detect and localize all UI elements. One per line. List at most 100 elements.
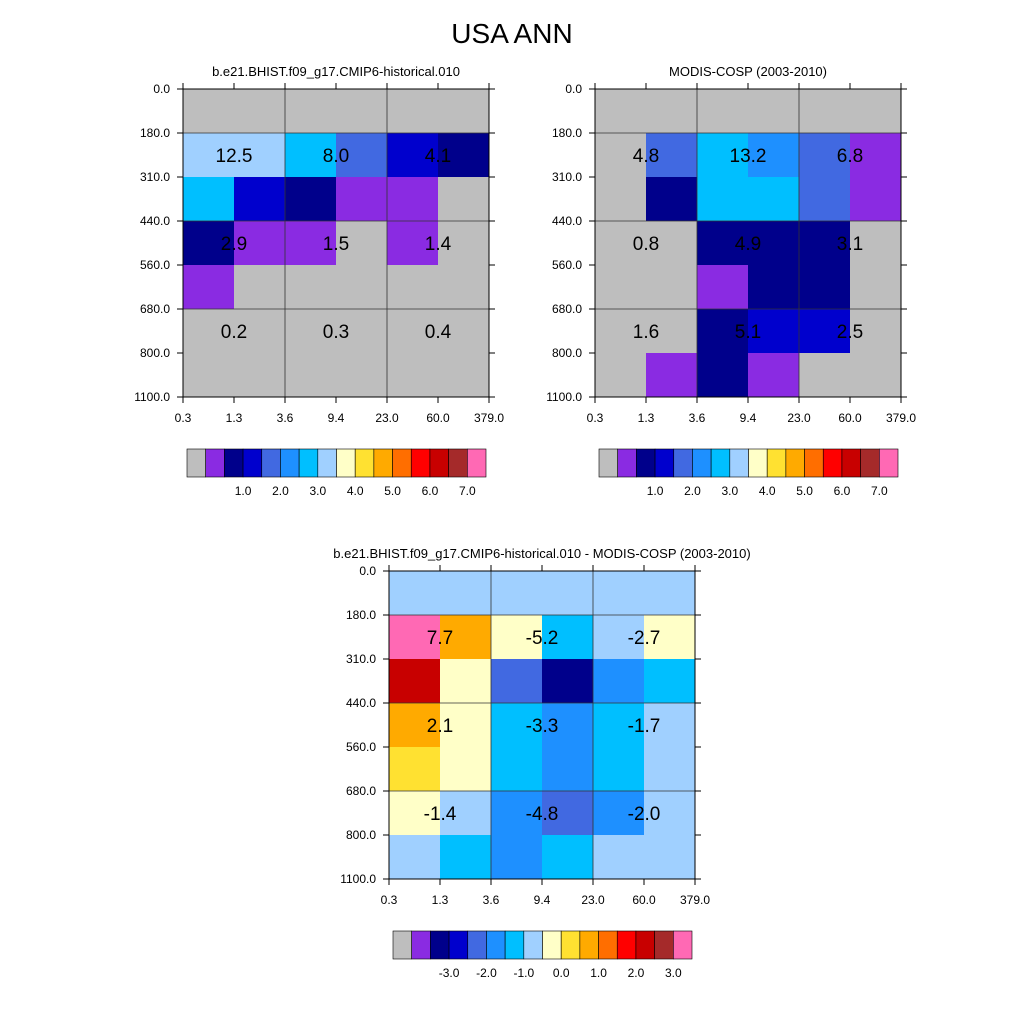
colorbar-swatch <box>392 448 412 478</box>
value-label: 3.1 <box>837 234 863 255</box>
heatmap-cell <box>234 221 286 266</box>
y-tick-label: 180.0 <box>346 608 376 622</box>
panel-2: MODIS-COSP (2003-2010) 0.3 1.3 3.6 9.4 23.0 60… <box>546 64 916 498</box>
colorbar-label: 5.0 <box>384 484 401 498</box>
value-label: 0.2 <box>221 322 247 343</box>
x-tick-label: 0.3 <box>587 411 604 425</box>
colorbar-swatch <box>542 930 562 960</box>
colorbar-swatch <box>410 448 431 478</box>
heatmap-cell <box>183 89 235 134</box>
heatmap-cell <box>438 221 490 266</box>
heatmap-cell <box>234 353 286 398</box>
heatmap-cell <box>542 659 594 704</box>
heatmap-cell <box>799 353 851 398</box>
heatmap-cell <box>542 703 594 748</box>
heatmap-cell <box>336 353 388 398</box>
heatmap-cell <box>183 221 235 266</box>
heatmap-cell <box>799 221 851 266</box>
heatmap-cell <box>593 615 645 660</box>
colorbar-swatch <box>617 448 637 478</box>
colorbar-label: 7.0 <box>871 484 888 498</box>
heatmap-cell <box>285 309 337 354</box>
colorbar-label: 5.0 <box>796 484 813 498</box>
colorbar-swatch <box>467 448 487 478</box>
heatmap-cell <box>850 89 902 134</box>
colorbar-label: 4.0 <box>347 484 364 498</box>
heatmap-cell <box>644 835 696 880</box>
heatmap-cell <box>389 615 441 660</box>
heatmap-cell <box>336 133 388 178</box>
heatmap-cell <box>336 309 388 354</box>
heatmap-cell <box>646 133 698 178</box>
y-tick-label: 1100.0 <box>340 872 376 886</box>
heatmap-cell <box>285 177 337 222</box>
heatmap-cell <box>389 791 441 836</box>
colorbar-label: 6.0 <box>834 484 851 498</box>
heatmap-cell <box>697 89 749 134</box>
heatmap-cell <box>697 309 749 354</box>
heatmap-cell <box>438 265 490 310</box>
heatmap-cell <box>183 133 235 178</box>
colorbar-label: 1.0 <box>235 484 252 498</box>
heatmap-cell <box>799 177 851 222</box>
x-tick-label: 1.3 <box>432 893 449 907</box>
y-tick-label: 680.0 <box>140 302 170 316</box>
colorbar-swatch <box>242 448 263 478</box>
colorbar-swatch <box>523 930 543 960</box>
y-tick-label: 310.0 <box>140 170 170 184</box>
heatmap-cell <box>748 221 800 266</box>
heatmap-cell <box>389 571 441 616</box>
heatmap-cell <box>593 835 645 880</box>
y-tick-label: 560.0 <box>552 258 582 272</box>
heatmap-cell <box>183 353 235 398</box>
heatmap-cell <box>285 133 337 178</box>
value-label: 0.3 <box>323 322 349 343</box>
colorbar-label: 2.0 <box>272 484 289 498</box>
heatmap-cell <box>748 89 800 134</box>
x-tick-label: 23.0 <box>787 411 811 425</box>
heatmap-cell <box>697 133 749 178</box>
heatmap-cell <box>440 703 492 748</box>
heatmap-cell <box>440 747 492 792</box>
heatmap-cell <box>440 835 492 880</box>
value-label: 13.2 <box>730 146 767 167</box>
heatmap-cell <box>644 791 696 836</box>
heatmap-cell <box>850 221 902 266</box>
heatmap-cell <box>336 221 388 266</box>
colorbar-label: -3.0 <box>439 966 460 980</box>
heatmap-cell <box>285 353 337 398</box>
value-label: -2.0 <box>628 804 661 825</box>
colorbar-swatch <box>336 448 356 478</box>
heatmap-cell <box>748 309 800 354</box>
heatmap-cell <box>285 221 337 266</box>
heatmap-cell <box>542 835 594 880</box>
value-label: -4.8 <box>526 804 559 825</box>
value-label: -3.3 <box>526 716 559 737</box>
y-tick-label: 800.0 <box>552 346 582 360</box>
heatmap-cell <box>542 747 594 792</box>
heatmap-cell <box>438 133 490 178</box>
heatmap-cell <box>387 177 439 222</box>
heatmap-cell <box>593 747 645 792</box>
heatmap-cell <box>646 265 698 310</box>
heatmap-cell <box>595 177 647 222</box>
colorbar-swatch <box>411 930 431 960</box>
heatmap-cell <box>850 265 902 310</box>
heatmap-cell <box>593 791 645 836</box>
y-tick-label: 180.0 <box>552 126 582 140</box>
y-tick-label: 0.0 <box>565 82 582 96</box>
heatmap-cell <box>542 615 594 660</box>
colorbar-swatch <box>504 930 525 960</box>
y-tick-label: 440.0 <box>140 214 170 228</box>
y-tick-label: 1100.0 <box>546 390 582 404</box>
heatmap-cell <box>850 177 902 222</box>
colorbar-label: 3.0 <box>665 966 682 980</box>
heatmap-cell <box>646 177 698 222</box>
heatmap-cell <box>285 89 337 134</box>
value-label: 1.5 <box>323 234 349 255</box>
heatmap-cell <box>593 703 645 748</box>
heatmap-cell <box>748 265 800 310</box>
colorbar-swatch <box>448 930 469 960</box>
colorbar-swatch <box>635 930 655 960</box>
x-tick-label: 1.3 <box>226 411 243 425</box>
